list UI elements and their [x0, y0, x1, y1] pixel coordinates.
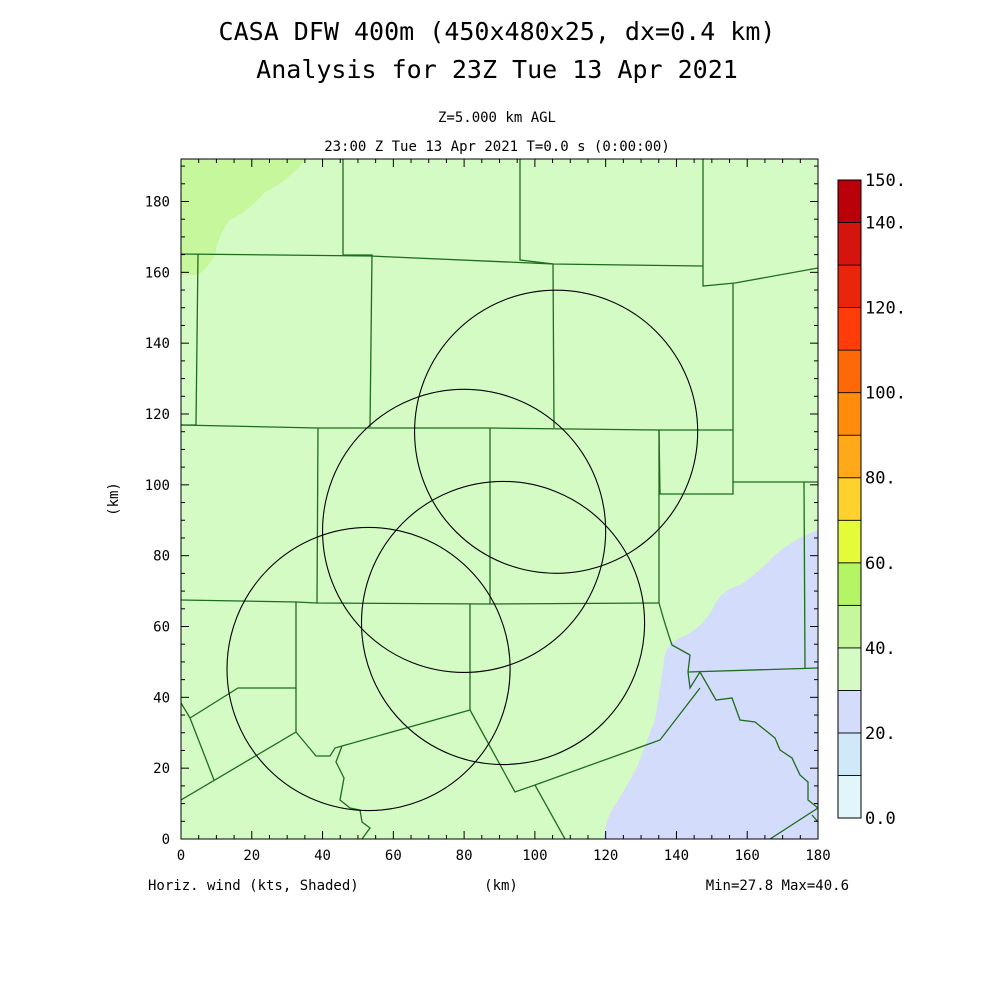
x-tick-label: 160 [735, 848, 760, 864]
y-tick-label: 140 [145, 336, 170, 352]
x-tick-label: 40 [314, 848, 331, 864]
colorbar-swatch [837, 179, 862, 223]
x-tick-label: 140 [664, 848, 689, 864]
y-tick-label: 0 [162, 832, 170, 848]
colorbar-label: 100. [865, 384, 906, 404]
x-tick-label: 60 [385, 848, 402, 864]
x-tick-label: 120 [593, 848, 618, 864]
radar-range-ring [226, 526, 511, 812]
colorbar-swatch [837, 647, 862, 691]
colorbar-label: 120. [865, 299, 906, 319]
colorbar-swatch [837, 392, 862, 436]
y-tick-label: 60 [153, 620, 170, 636]
x-tick-label: 20 [243, 848, 260, 864]
colorbar-label: 150. [865, 171, 906, 191]
colorbar-label: 60. [865, 554, 896, 574]
y-tick-label: 80 [153, 549, 170, 565]
x-tick-label: 0 [177, 848, 185, 864]
x-tick-label: 100 [522, 848, 547, 864]
radar-range-ring [414, 289, 699, 574]
colorbar-swatch [837, 264, 862, 309]
colorbar-swatch [837, 477, 862, 521]
colorbar-swatch [837, 307, 862, 351]
wind-field-high-region [181, 159, 306, 275]
radar-range-ring [322, 388, 607, 673]
footer-field-label: Horiz. wind (kts, Shaded) [148, 878, 359, 894]
subtitle-time: 23:00 Z Tue 13 Apr 2021 T=0.0 s (0:00:00… [324, 139, 670, 155]
colorbar-swatch [837, 604, 862, 649]
x-tick-label: 180 [805, 848, 830, 864]
colorbar-label: 0.0 [865, 809, 896, 829]
plot-area [180, 158, 819, 840]
subtitle-level: Z=5.000 km AGL [438, 110, 556, 126]
radar-range-rings [226, 289, 699, 812]
colorbar-label: 20. [865, 724, 896, 744]
min-max-label: Min=27.8 Max=40.6 [706, 878, 849, 894]
colorbar-swatch [837, 434, 862, 479]
county-boundaries [181, 159, 818, 839]
y-tick-label: 40 [153, 690, 170, 706]
y-tick-label: 160 [145, 265, 170, 281]
colorbar-legend: 0.0 20. 40. 60. 80. 100. 120. 140. 150. [837, 171, 906, 829]
colorbar-swatch [837, 222, 862, 266]
colorbar-swatch [837, 349, 862, 394]
y-axis: 0 20 40 60 80 100 120 140 160 180 [145, 165, 818, 848]
title-line-1: CASA DFW 400m (450x480x25, dx=0.4 km) [219, 17, 776, 46]
title-line-2: Analysis for 23Z Tue 13 Apr 2021 [256, 55, 738, 84]
colorbar-label: 40. [865, 639, 896, 659]
colorbar-label: 80. [865, 469, 896, 489]
x-tick-label: 80 [456, 848, 473, 864]
x-axis-label: (km) [484, 878, 518, 894]
y-axis-label: (km) [106, 482, 122, 516]
colorbar-swatch [837, 562, 862, 606]
colorbar-frame [837, 179, 862, 819]
y-tick-label: 180 [145, 195, 170, 211]
colorbar-swatch [837, 519, 862, 564]
y-tick-label: 100 [145, 478, 170, 494]
colorbar-swatch [837, 775, 862, 819]
y-tick-label: 20 [153, 761, 170, 777]
colorbar-swatch [837, 690, 862, 734]
colorbar-swatch [837, 732, 862, 776]
x-axis: 0 20 40 60 80 100 120 140 160 180 [177, 159, 831, 864]
radar-range-ring [360, 480, 646, 766]
colorbar-label: 140. [865, 214, 906, 234]
y-tick-label: 120 [145, 407, 170, 423]
wind-field-low-region [604, 530, 818, 839]
